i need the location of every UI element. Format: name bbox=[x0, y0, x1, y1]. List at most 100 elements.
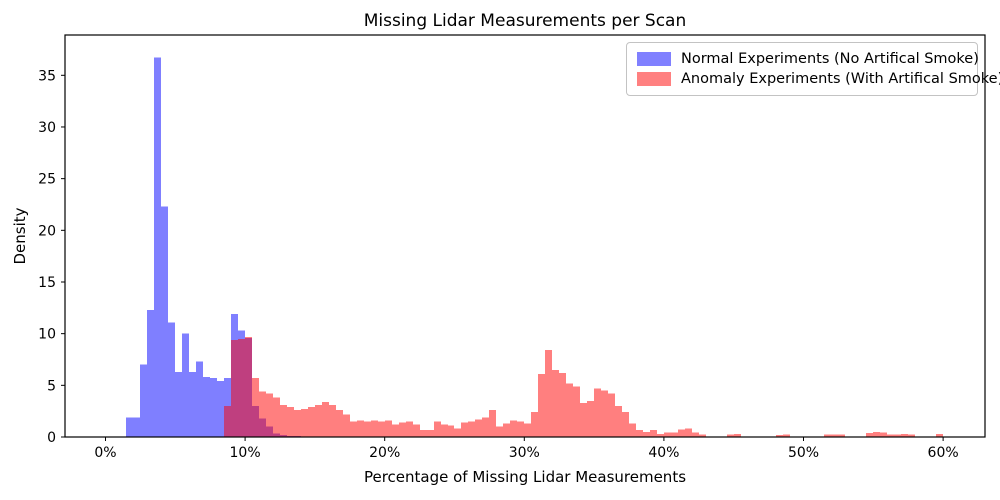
y-tick-label: 20 bbox=[38, 223, 56, 239]
histogram-bar bbox=[224, 406, 231, 437]
histogram-bar bbox=[601, 390, 608, 437]
x-tick-label: 40% bbox=[648, 445, 679, 461]
histogram-bar bbox=[252, 378, 259, 437]
histogram-bar bbox=[315, 404, 322, 437]
histogram-bar bbox=[196, 361, 203, 437]
series-1 bbox=[224, 336, 943, 437]
histogram-bar bbox=[936, 433, 943, 437]
x-tick-label: 20% bbox=[369, 445, 400, 461]
x-tick-label: 0% bbox=[94, 445, 116, 461]
histogram-bar bbox=[210, 378, 217, 437]
histogram-bar bbox=[392, 424, 399, 437]
legend-label-anomaly: Anomaly Experiments (With Artifical Smok… bbox=[681, 71, 1000, 87]
histogram-bar bbox=[245, 336, 252, 437]
histogram-bar bbox=[608, 393, 615, 437]
histogram-bar bbox=[489, 410, 496, 437]
histogram-bar bbox=[538, 373, 545, 437]
histogram-bar bbox=[308, 407, 315, 437]
histogram-bar bbox=[378, 421, 385, 437]
histogram-bar bbox=[552, 369, 559, 437]
histogram-bar bbox=[566, 383, 573, 437]
histogram-bar bbox=[175, 371, 182, 437]
histogram-bar bbox=[357, 420, 364, 437]
histogram-bar bbox=[699, 434, 706, 437]
histogram-bar bbox=[636, 429, 643, 437]
histogram-bar bbox=[322, 401, 329, 437]
histogram-bar bbox=[259, 391, 266, 437]
x-tick-label: 60% bbox=[928, 445, 959, 461]
normal-series-swatch bbox=[637, 52, 671, 66]
histogram-bar bbox=[838, 434, 845, 437]
series-0 bbox=[126, 57, 301, 438]
legend-label-normal: Normal Experiments (No Artifical Smoke) bbox=[681, 51, 979, 67]
histogram-bar bbox=[273, 397, 280, 437]
histogram-bar bbox=[364, 421, 371, 437]
histogram-bar bbox=[831, 434, 838, 437]
y-tick-label: 25 bbox=[38, 172, 56, 188]
histogram-bar bbox=[350, 421, 357, 437]
histogram-bars bbox=[126, 57, 943, 438]
histogram-bar bbox=[580, 402, 587, 437]
legend-item-anomaly: Anomaly Experiments (With Artifical Smok… bbox=[637, 69, 1000, 89]
histogram-bar bbox=[189, 371, 196, 437]
y-axis-label: Density bbox=[11, 207, 29, 264]
histogram-bar bbox=[531, 412, 538, 437]
y-tick-label: 15 bbox=[38, 275, 56, 291]
anomaly-series-swatch bbox=[637, 72, 671, 86]
histogram-bar bbox=[873, 431, 880, 437]
histogram-bar bbox=[454, 428, 461, 437]
y-tick-label: 5 bbox=[47, 378, 56, 394]
histogram-bar bbox=[496, 426, 503, 437]
y-tick-label: 30 bbox=[38, 120, 56, 136]
y-tick-label: 35 bbox=[38, 68, 56, 84]
histogram-bar bbox=[147, 309, 154, 437]
histogram-bar bbox=[678, 429, 685, 437]
histogram-bar bbox=[399, 422, 406, 437]
chart-title: Missing Lidar Measurements per Scan bbox=[364, 11, 687, 31]
histogram-bar bbox=[140, 364, 147, 437]
histogram-bar bbox=[161, 206, 168, 437]
histogram-bar bbox=[880, 432, 887, 437]
histogram-bar bbox=[203, 377, 210, 437]
histogram-bar bbox=[657, 433, 664, 437]
histogram-bar bbox=[301, 409, 308, 437]
histogram-bar bbox=[901, 433, 908, 437]
histogram-bar bbox=[371, 420, 378, 437]
x-tick-label: 30% bbox=[509, 445, 540, 461]
histogram-bar bbox=[133, 417, 140, 437]
histogram-bar bbox=[238, 338, 245, 437]
histogram-bar bbox=[622, 412, 629, 437]
histogram-bar bbox=[427, 429, 434, 437]
histogram-bar bbox=[294, 410, 301, 437]
histogram-bar bbox=[448, 425, 454, 437]
axis-ticks: 0% 10% 20% 30% 40% 50% 60% 0 5 10 15 20 25 30 35 bbox=[38, 68, 959, 461]
plot-border bbox=[64, 34, 986, 438]
histogram-bar bbox=[406, 421, 413, 437]
histogram-bar bbox=[154, 57, 161, 438]
histogram-bar bbox=[503, 423, 510, 437]
histogram-bar bbox=[510, 420, 517, 437]
histogram-bar bbox=[524, 423, 531, 437]
histogram-bar bbox=[894, 434, 901, 437]
histogram-bar bbox=[461, 422, 468, 437]
histogram-bar bbox=[573, 386, 580, 437]
histogram-bar bbox=[168, 322, 175, 437]
histogram-bar bbox=[587, 400, 594, 437]
histogram-bar bbox=[887, 434, 894, 437]
histogram-bar bbox=[420, 429, 427, 437]
histogram-bar bbox=[685, 428, 692, 437]
histogram-bar bbox=[643, 431, 650, 437]
histogram-bar bbox=[482, 417, 489, 437]
histogram-bar bbox=[385, 420, 392, 437]
x-tick-label: 10% bbox=[230, 445, 261, 461]
histogram-bar bbox=[182, 333, 189, 437]
histogram-bar bbox=[629, 423, 636, 437]
x-axis-label: Percentage of Missing Lidar Measurements bbox=[364, 468, 686, 486]
histogram-bar bbox=[671, 432, 678, 437]
histogram-bar bbox=[650, 429, 657, 437]
histogram-bar bbox=[734, 433, 741, 437]
histogram-bar bbox=[336, 410, 343, 437]
histogram-bar bbox=[517, 421, 524, 437]
